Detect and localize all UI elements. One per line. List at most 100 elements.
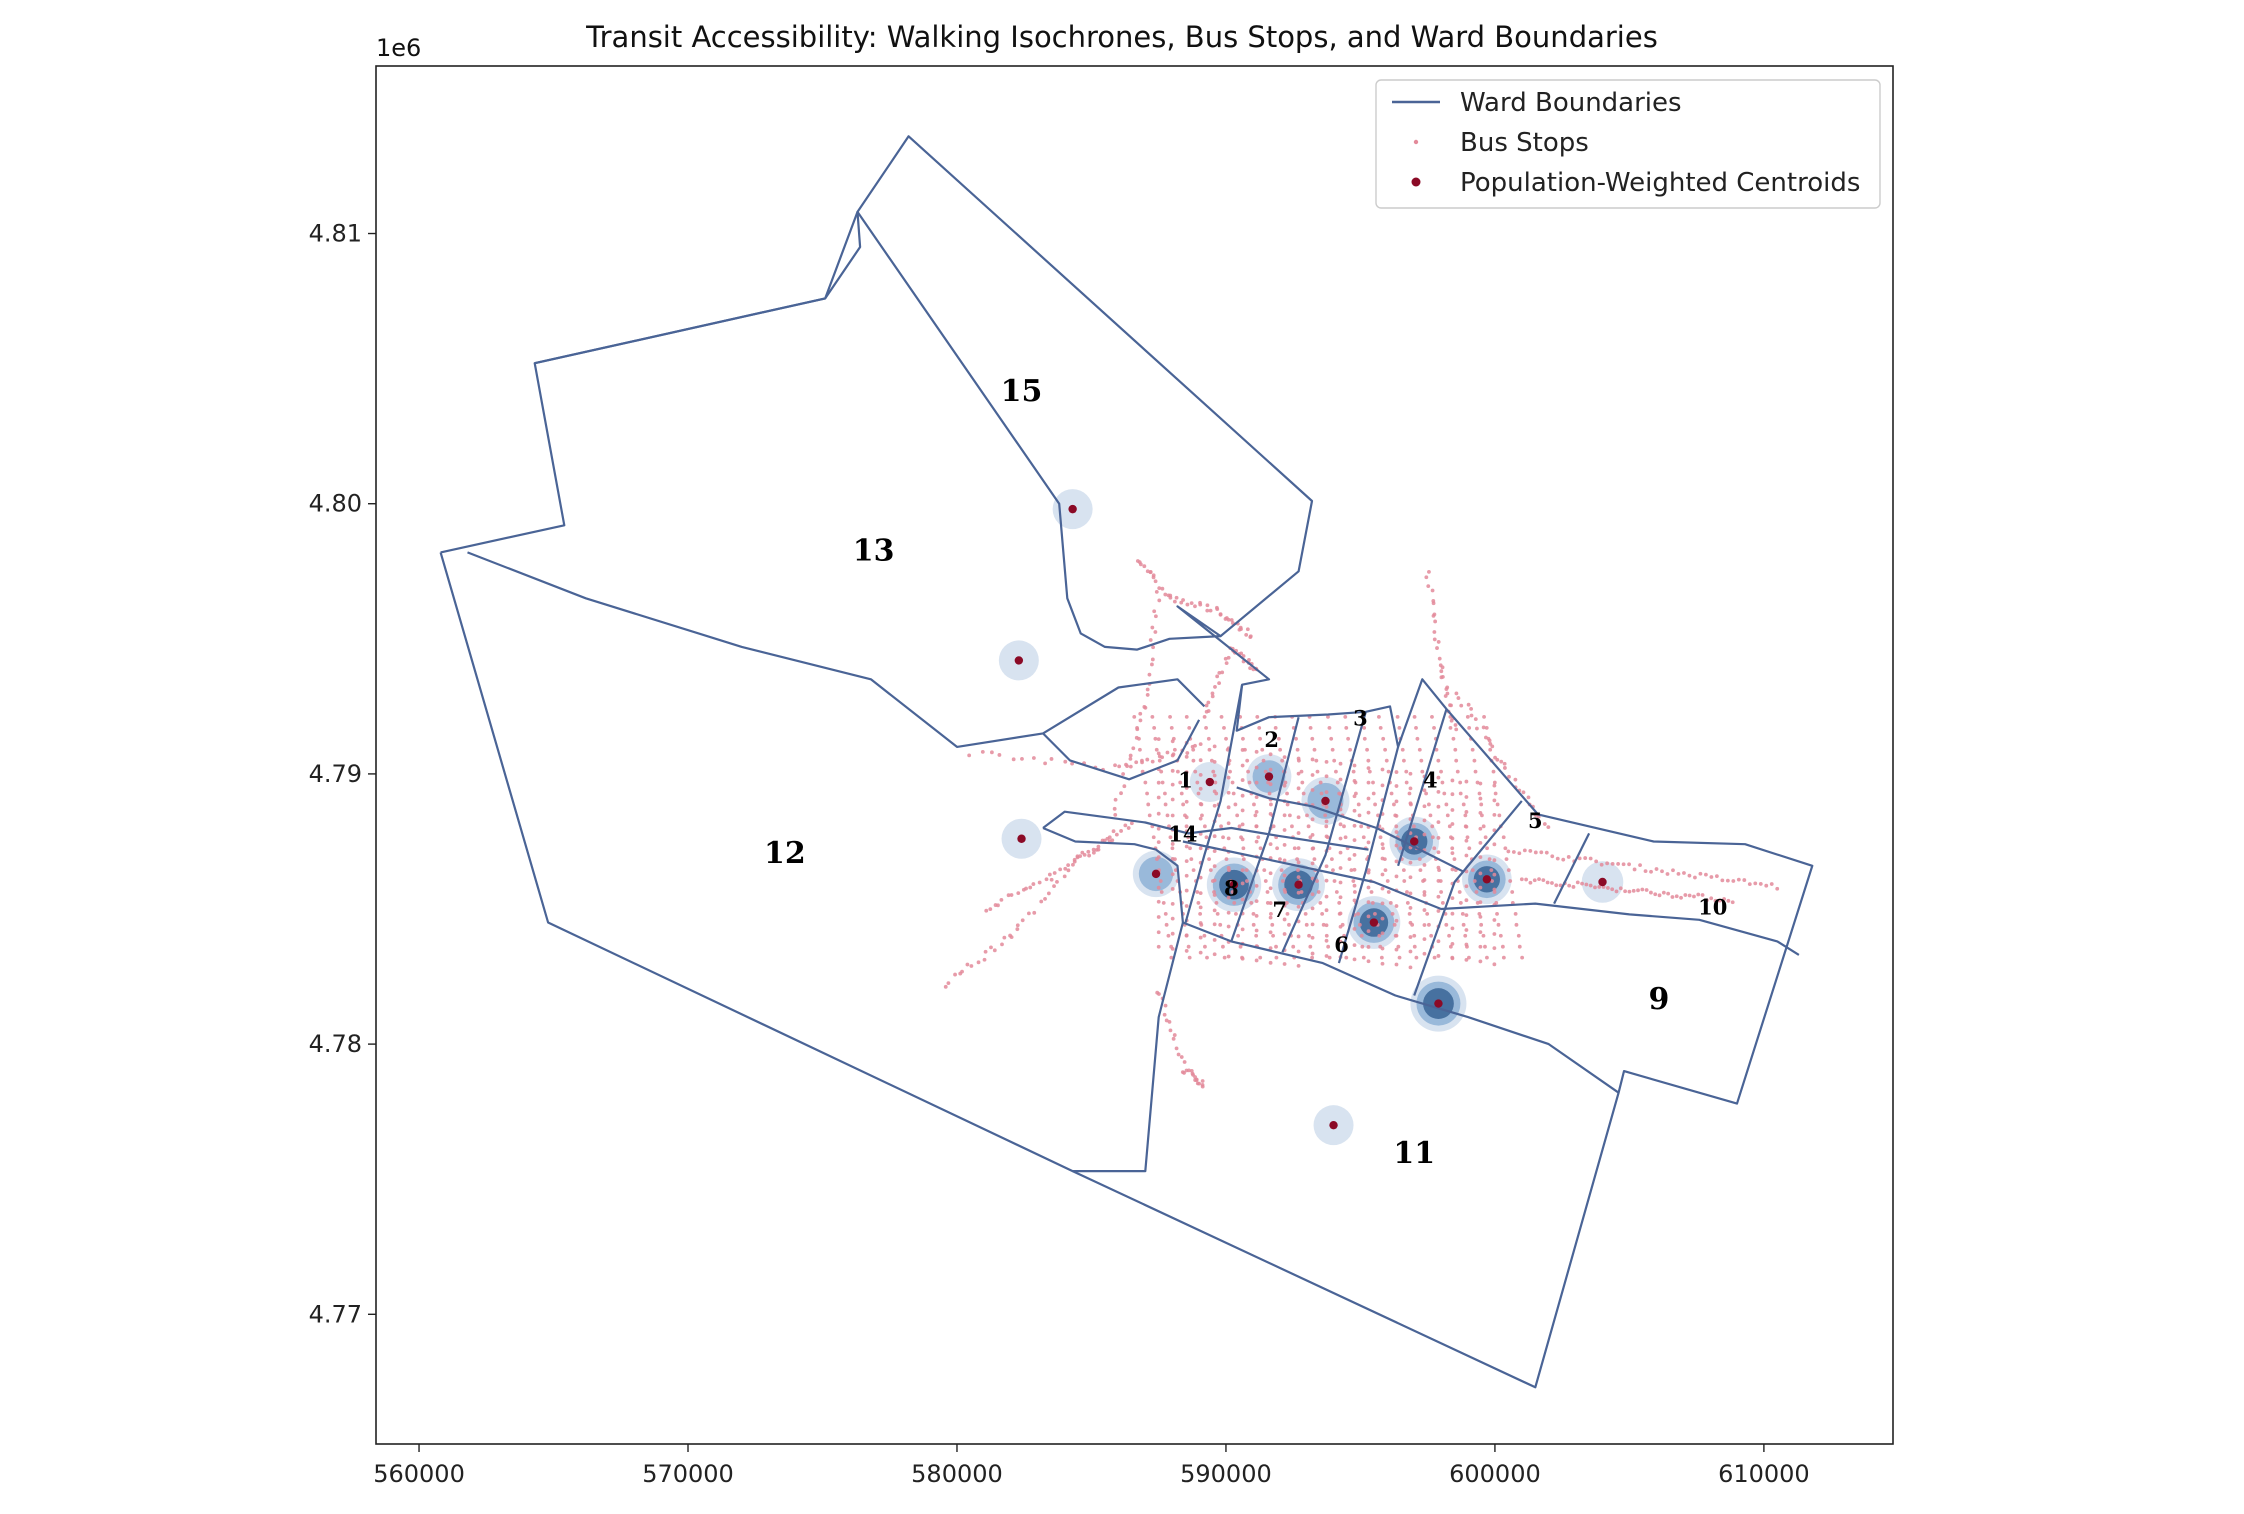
bus-stop	[1432, 637, 1437, 642]
bus-stop	[1492, 780, 1497, 785]
y-tick-label: 4.78	[309, 1030, 362, 1058]
bus-stop	[1383, 747, 1388, 752]
bus-stop	[1338, 866, 1343, 870]
bus-stop	[1408, 875, 1413, 880]
bus-stop	[1268, 842, 1273, 847]
bus-stop	[1352, 808, 1357, 813]
bus-stop	[1408, 801, 1413, 806]
bus-stop	[989, 945, 993, 950]
bus-stop	[1380, 842, 1385, 847]
bus-stop	[1268, 752, 1273, 757]
bus-stop	[1198, 911, 1203, 916]
bus-stop	[1170, 797, 1175, 802]
bus-stop	[1244, 868, 1249, 873]
bus-stop	[1171, 752, 1176, 757]
bus-stop	[1254, 839, 1259, 844]
bus-stop	[1052, 884, 1056, 889]
bus-stop	[1215, 607, 1220, 611]
bus-stop	[1268, 886, 1273, 891]
bus-stop	[1138, 562, 1143, 567]
bus-stop	[1240, 837, 1245, 842]
bus-stop	[1491, 769, 1496, 774]
bus-stop	[1426, 584, 1431, 589]
bus-stop	[1002, 935, 1007, 940]
bus-stop	[1230, 780, 1235, 785]
bus-stop	[1324, 759, 1329, 764]
bus-stop	[1172, 747, 1177, 752]
bus-stop	[1152, 609, 1157, 614]
bus-stop	[1422, 863, 1427, 867]
bus-stop	[1380, 856, 1385, 861]
bus-stop	[1417, 857, 1422, 862]
bus-stop	[1271, 824, 1276, 829]
bus-stop	[1254, 884, 1259, 888]
bus-stop	[1156, 840, 1161, 845]
bus-stop	[1352, 778, 1357, 783]
bus-stop	[1495, 802, 1500, 807]
bus-stop	[1467, 846, 1472, 851]
ward-label: 8	[1224, 876, 1239, 901]
bus-stop	[1450, 956, 1455, 961]
bus-stop	[1484, 725, 1489, 730]
x-tick-label: 580000	[911, 1460, 1003, 1488]
bus-stop	[1212, 849, 1217, 854]
bus-stop	[1450, 896, 1455, 900]
bus-stop	[1195, 780, 1200, 785]
bus-stop	[1492, 798, 1497, 803]
bus-stop	[1307, 933, 1311, 938]
bus-stop	[1369, 890, 1374, 894]
bus-stop	[1597, 885, 1602, 889]
bus-stop	[1150, 625, 1155, 630]
bus-stop	[1517, 944, 1522, 949]
bus-stop	[1254, 899, 1259, 904]
bus-stop	[1478, 826, 1483, 831]
bus-stop	[1730, 900, 1735, 905]
bus-stop	[1490, 744, 1495, 749]
bus-stop	[1145, 687, 1150, 692]
bus-stop	[1160, 780, 1165, 785]
bus-stop	[1473, 769, 1478, 774]
bus-stop	[1436, 939, 1441, 944]
bus-stop	[1408, 860, 1413, 865]
bus-stop	[1080, 850, 1085, 855]
bus-stop	[1554, 883, 1559, 888]
bus-stop	[1226, 924, 1231, 929]
bus-stop	[1138, 711, 1143, 716]
bus-stop	[1330, 857, 1334, 862]
bus-stop	[1492, 887, 1497, 892]
population-weighted-centroid	[1294, 880, 1303, 889]
bus-stop	[1427, 922, 1431, 927]
bus-stop	[1683, 893, 1688, 897]
bus-stop	[1198, 950, 1203, 955]
bus-stop	[1324, 933, 1329, 938]
bus-stop	[1128, 757, 1133, 761]
population-weighted-centroid	[1205, 777, 1215, 787]
bus-stop	[1184, 799, 1189, 804]
bus-stop	[1402, 758, 1406, 763]
bus-stop	[1571, 885, 1576, 889]
bus-stop	[1258, 736, 1263, 741]
bus-stop	[1170, 902, 1175, 906]
bus-stop	[1430, 824, 1435, 829]
bus-stop	[1464, 898, 1469, 903]
bus-stop	[1482, 715, 1486, 719]
bus-stop	[1254, 958, 1259, 963]
bus-stop	[1674, 894, 1679, 899]
bus-stop	[1496, 922, 1501, 927]
bus-stop	[1237, 824, 1242, 829]
bus-stop	[1268, 901, 1273, 905]
bus-stop	[1113, 797, 1118, 802]
bus-stop	[1700, 893, 1705, 897]
bus-stop	[1256, 835, 1261, 840]
bus-stop	[1394, 770, 1399, 774]
bus-stop	[1219, 715, 1224, 719]
bus-stop	[1128, 764, 1133, 769]
bus-stop	[1198, 905, 1203, 910]
bus-stop	[976, 960, 981, 965]
bus-stop	[1483, 735, 1488, 740]
bus-stop	[1478, 796, 1483, 801]
bus-stop	[1009, 893, 1014, 897]
bus-stop	[1310, 832, 1315, 837]
bus-stop	[1226, 879, 1231, 884]
